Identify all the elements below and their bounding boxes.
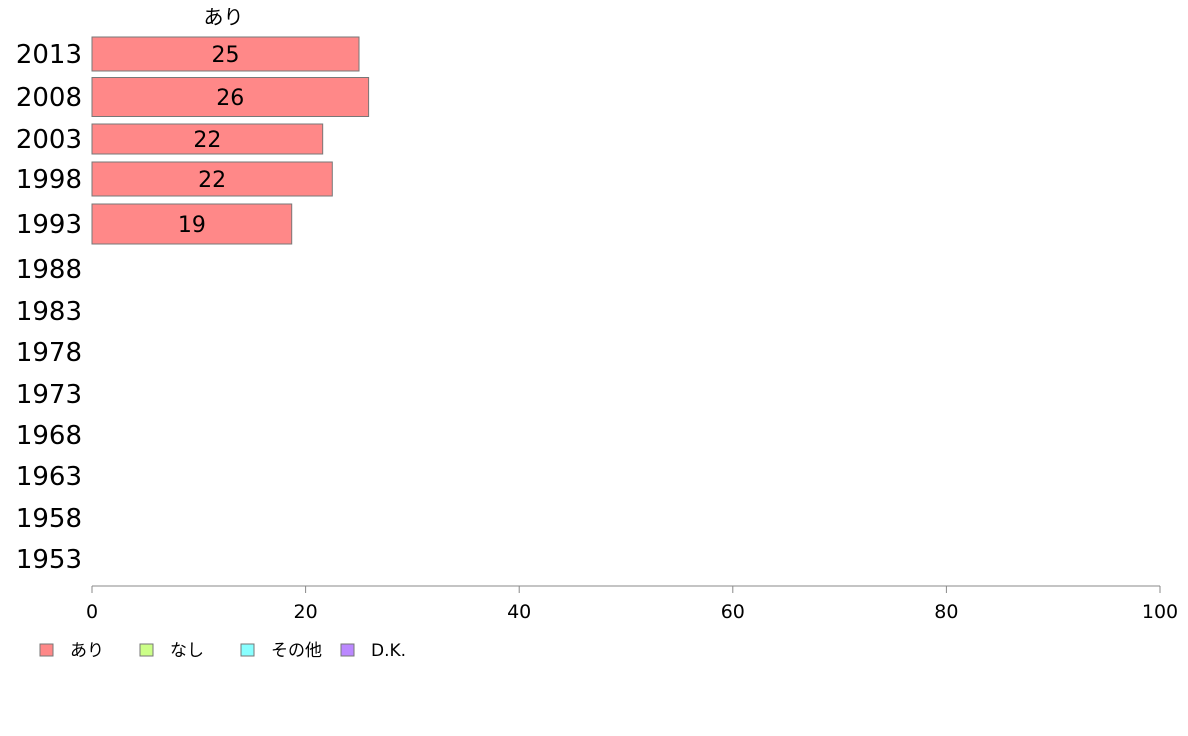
- x-tick-label: 0: [86, 601, 98, 623]
- bar: [91, 161, 333, 197]
- legend-label: あり: [70, 641, 104, 661]
- bar-value-label: 22: [198, 168, 226, 193]
- category-label: 1963: [16, 462, 82, 492]
- bars: [91, 36, 370, 245]
- category-labels: 2013 2008 2003 1998 1993 1988 1983 1978 1973 1968…: [16, 40, 82, 575]
- legend-swatch: [139, 643, 154, 657]
- legend-swatch: [240, 643, 255, 657]
- top-label-layer: あり: [204, 5, 244, 29]
- top-series-label: あり: [204, 5, 244, 29]
- legend: あり なし その他 D.K.: [39, 641, 406, 661]
- legend-swatch: [340, 643, 355, 657]
- category-label: 1993: [16, 210, 82, 240]
- bar: [91, 36, 360, 72]
- category-label: 1973: [16, 380, 82, 410]
- bar-value-label: 19: [178, 213, 206, 238]
- x-tick-label: 40: [507, 601, 531, 623]
- bar: [91, 123, 324, 155]
- bar: [91, 77, 370, 117]
- category-label: 1998: [16, 165, 82, 195]
- category-label: 2013: [16, 40, 82, 70]
- legend-label: なし: [170, 641, 204, 661]
- bar-value-label: 25: [212, 43, 240, 68]
- category-label: 1968: [16, 421, 82, 451]
- legend-label: その他: [271, 641, 322, 661]
- x-tick-label: 80: [934, 601, 958, 623]
- bar-value-label: 26: [216, 86, 244, 111]
- category-label: 1953: [16, 545, 82, 575]
- x-axis: 0 20 40 60 80 100: [86, 585, 1178, 623]
- category-label: 1983: [16, 297, 82, 327]
- x-tick-label: 20: [294, 601, 318, 623]
- bar: [91, 203, 293, 245]
- category-label: 1988: [16, 255, 82, 285]
- bar-value-label: 22: [193, 128, 221, 153]
- category-label: 2003: [16, 125, 82, 155]
- x-tick-label: 100: [1142, 601, 1178, 623]
- category-label: 1958: [16, 504, 82, 534]
- value-labels: 25 26 22 22 19: [178, 43, 244, 238]
- x-tick-label: 60: [721, 601, 745, 623]
- legend-swatch: [39, 643, 54, 657]
- legend-label: D.K.: [371, 641, 406, 661]
- category-label: 1978: [16, 338, 82, 368]
- category-label: 2008: [16, 83, 82, 113]
